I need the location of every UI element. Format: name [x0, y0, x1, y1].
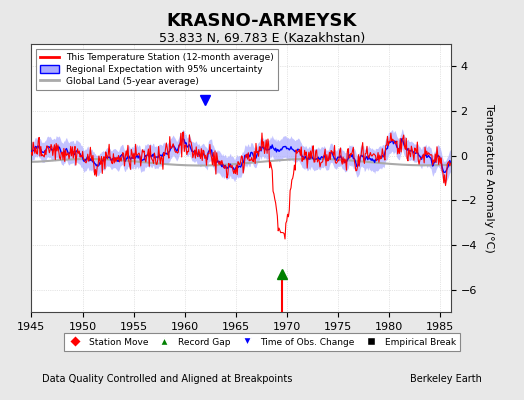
- Text: 53.833 N, 69.783 E (Kazakhstan): 53.833 N, 69.783 E (Kazakhstan): [159, 32, 365, 45]
- Text: Berkeley Earth: Berkeley Earth: [410, 374, 482, 384]
- Text: Data Quality Controlled and Aligned at Breakpoints: Data Quality Controlled and Aligned at B…: [42, 374, 292, 384]
- Legend: Station Move, Record Gap, Time of Obs. Change, Empirical Break: Station Move, Record Gap, Time of Obs. C…: [64, 333, 460, 351]
- Legend: This Temperature Station (12-month average), Regional Expectation with 95% uncer: This Temperature Station (12-month avera…: [36, 48, 278, 90]
- Text: KRASNO-ARMEYSK: KRASNO-ARMEYSK: [167, 12, 357, 30]
- Y-axis label: Temperature Anomaly (°C): Temperature Anomaly (°C): [484, 104, 494, 252]
